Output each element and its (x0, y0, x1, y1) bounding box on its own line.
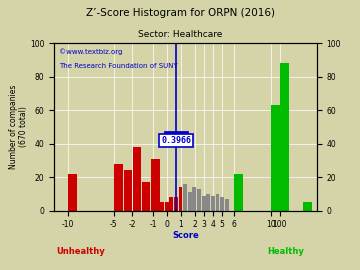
Text: Z’-Score Histogram for ORPN (2016): Z’-Score Histogram for ORPN (2016) (86, 8, 275, 18)
Bar (170, 197, 173, 211)
Bar (216, 194, 219, 211)
Bar (183, 184, 187, 211)
Bar (225, 199, 229, 211)
Text: 0.3966: 0.3966 (161, 136, 191, 145)
Bar (193, 187, 196, 211)
Bar (179, 187, 183, 211)
Text: ©www.textbiz.org: ©www.textbiz.org (59, 48, 123, 55)
Bar (114, 164, 123, 211)
Bar (123, 170, 132, 211)
Bar (142, 182, 150, 211)
Bar (174, 197, 178, 211)
Bar (160, 202, 164, 211)
Bar (133, 147, 141, 211)
Y-axis label: Number of companies
(670 total): Number of companies (670 total) (9, 85, 28, 169)
Bar (197, 189, 201, 211)
Bar (206, 194, 210, 211)
Bar (165, 202, 168, 211)
Bar (303, 202, 312, 211)
Bar (271, 105, 280, 211)
Text: Healthy: Healthy (267, 247, 304, 256)
Bar (220, 197, 224, 211)
Bar (280, 63, 289, 211)
Bar (188, 192, 192, 211)
Bar (156, 204, 159, 211)
Text: Sector: Healthcare: Sector: Healthcare (138, 30, 222, 39)
Text: Unhealthy: Unhealthy (56, 247, 105, 256)
Bar (211, 195, 215, 211)
Text: The Research Foundation of SUNY: The Research Foundation of SUNY (59, 63, 178, 69)
Bar (68, 174, 77, 211)
Bar (234, 174, 243, 211)
X-axis label: Score: Score (172, 231, 199, 240)
Bar (151, 159, 160, 211)
Bar (202, 195, 206, 211)
